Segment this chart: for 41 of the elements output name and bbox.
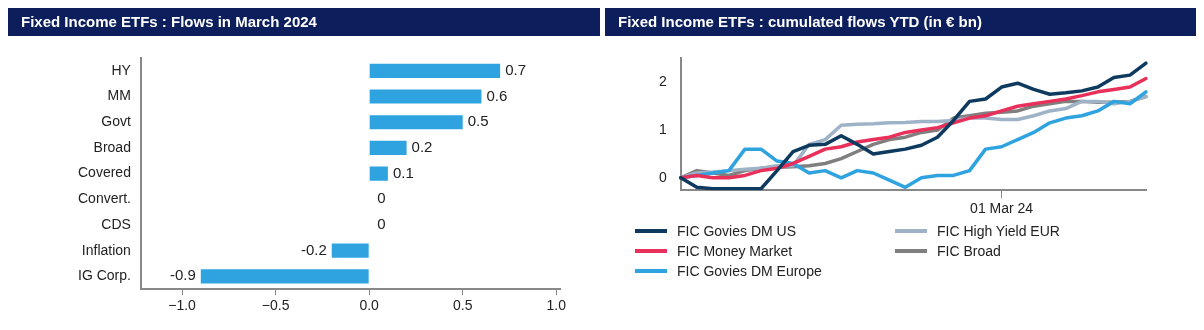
bar [200,269,369,284]
bar [369,115,463,130]
data-label: -0.9 [169,266,196,284]
y-tick-label: IG Corp. [78,267,131,284]
y-tick-label: Convert. [78,190,131,207]
y-tick-label: Govt [101,113,132,130]
data-label: 0.6 [486,86,508,104]
legend-label: FIC Broad [937,243,1001,259]
y-tick-label: HY [111,61,132,78]
x-tick-label: 0.0 [359,297,380,314]
y-tick-label: 2 [658,73,667,90]
bar [369,63,501,78]
x-tick-label: −1.0 [168,297,197,314]
data-label: 0.5 [467,112,489,130]
bar [369,89,482,104]
x-tick-label: 01 Mar 24 [970,200,1034,217]
y-tick-label: CDS [101,215,131,232]
legend-label: FIC Money Market [677,243,793,259]
y-tick-label: 0 [658,168,667,185]
data-label: 0.1 [392,163,414,181]
bar [369,140,407,155]
chart-title: Fixed Income ETFs : cumulated flows YTD (in € bn) [605,8,1196,36]
bar [331,243,369,258]
legend-label: FIC High Yield EUR [937,223,1060,239]
x-tick-label: −0.5 [261,297,290,314]
x-tick-label: 1.0 [546,297,567,314]
chart-title: Fixed Income ETFs : Flows in March 2024 [8,8,600,36]
y-tick-label: Inflation [81,241,131,258]
y-tick-label: MM [107,87,131,104]
y-tick-label: 1 [658,120,667,137]
y-tick-label: Broad [93,138,131,155]
data-label: 0 [377,215,386,233]
x-tick-label: 0.5 [452,297,473,314]
y-tick-label: Covered [78,164,131,181]
legend-label: FIC Govies DM Europe [677,263,822,279]
legend-label: FIC Govies DM US [677,223,797,239]
data-label: 0.7 [505,60,526,78]
data-label: 0 [377,189,386,207]
data-label: 0.2 [411,138,433,156]
bar [369,166,388,181]
data-label: -0.2 [300,240,327,258]
